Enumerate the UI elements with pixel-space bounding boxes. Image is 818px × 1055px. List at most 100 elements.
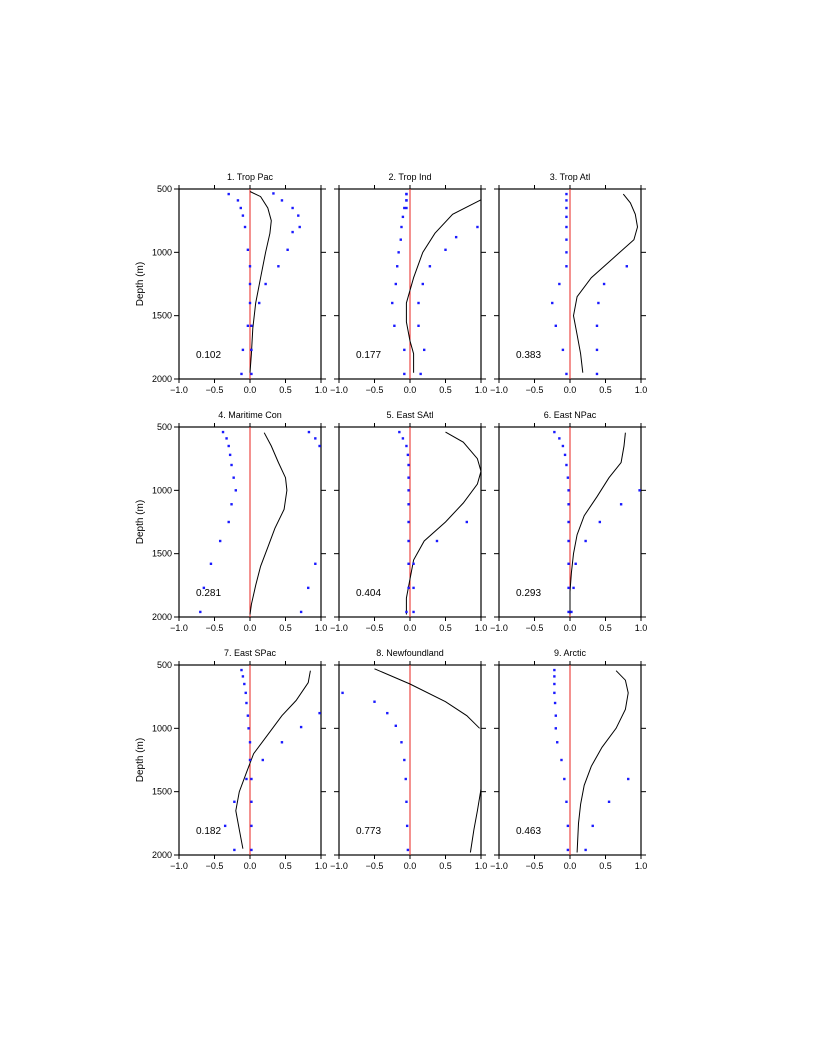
panel-title: 2. Trop Ind: [388, 172, 431, 182]
dot-left: [553, 691, 556, 695]
dot-right: [423, 348, 426, 352]
x-tick-label: 0.5: [439, 861, 452, 871]
dot-right: [591, 824, 594, 828]
dot-right: [264, 282, 267, 286]
dot-right: [412, 610, 415, 614]
dot-left: [227, 192, 230, 196]
x-tick-label: −1.0: [490, 385, 508, 395]
correlation-value: 0.773: [356, 826, 381, 837]
dot-right: [595, 372, 599, 376]
dot-right: [250, 372, 253, 376]
dot-left: [405, 610, 408, 614]
y-tick-label: 500: [157, 422, 172, 432]
x-tick-label: 1.0: [315, 623, 328, 633]
profile-line: [469, 789, 482, 853]
x-tick-label: −0.5: [526, 623, 544, 633]
x-tick-label: 0.0: [564, 385, 577, 395]
x-tick-label: −1.0: [330, 861, 348, 871]
profile-line: [249, 432, 288, 615]
profile-line: [572, 193, 639, 373]
dot-right: [307, 586, 310, 590]
x-tick-label: 1.0: [315, 861, 328, 871]
dot-left: [561, 348, 565, 352]
x-tick-label: 1.0: [635, 385, 648, 395]
x-tick-label: 0.5: [439, 623, 452, 633]
dot-left: [407, 463, 410, 467]
dot-right: [299, 725, 303, 729]
dot-right: [405, 192, 408, 196]
dot-right: [444, 248, 447, 251]
x-tick-label: 0.5: [279, 623, 292, 633]
dot-left: [403, 758, 406, 762]
x-tick-label: 0.5: [279, 861, 292, 871]
dot-right: [412, 586, 415, 590]
dot-right: [250, 800, 253, 803]
dot-left: [243, 225, 247, 229]
x-tick-label: −0.5: [526, 385, 544, 395]
dot-left: [407, 520, 410, 524]
x-tick-label: 0.0: [244, 861, 257, 871]
dot-left: [565, 215, 568, 219]
dot-left: [565, 199, 568, 202]
dot-right: [250, 848, 253, 852]
dot-left: [563, 453, 567, 457]
dot-right: [584, 848, 587, 852]
dot-left: [566, 824, 570, 828]
dot-left: [233, 848, 236, 852]
x-tick-label: −1.0: [490, 623, 508, 633]
dot-right: [627, 777, 630, 781]
dot-left: [246, 324, 250, 327]
y-tick-label: 1000: [152, 723, 172, 733]
dot-left: [248, 301, 252, 305]
dot-left: [199, 610, 202, 614]
dot-right: [291, 230, 294, 234]
dot-left: [553, 682, 556, 686]
x-tick-label: −1.0: [170, 623, 188, 633]
dot-left: [239, 206, 242, 210]
x-tick-label: −0.5: [366, 861, 384, 871]
dot-right: [625, 265, 628, 268]
dot-left: [553, 675, 556, 678]
panel-title: 3. Trop Atl: [550, 172, 591, 182]
x-tick-label: −0.5: [526, 861, 544, 871]
dot-right: [314, 562, 317, 565]
dot-left: [247, 727, 250, 730]
dot-left: [565, 265, 568, 268]
dot-left: [401, 437, 405, 440]
dot-left: [407, 539, 410, 543]
correlation-value: 0.281: [196, 588, 221, 599]
profile-line: [576, 670, 629, 853]
dot-left: [553, 668, 556, 672]
dot-left: [403, 348, 406, 352]
dot-left: [566, 848, 570, 852]
dot-right: [465, 520, 468, 524]
x-tick-label: 0.5: [439, 385, 452, 395]
x-tick-label: 0.5: [599, 623, 612, 633]
dot-right: [280, 741, 284, 744]
x-tick-label: 1.0: [635, 623, 648, 633]
x-tick-label: 0.0: [404, 385, 417, 395]
dot-left: [243, 682, 246, 686]
x-tick-label: −0.5: [366, 385, 384, 395]
x-tick-label: 0.0: [244, 385, 257, 395]
dot-right: [412, 562, 415, 565]
dot-right: [421, 282, 424, 286]
dot-right: [454, 235, 458, 239]
dot-left: [558, 282, 561, 286]
dot-left: [209, 562, 213, 565]
dot-right: [291, 206, 294, 210]
dot-left: [393, 324, 396, 327]
dot-right: [286, 248, 289, 251]
dot-right: [277, 265, 280, 268]
dot-left: [396, 265, 399, 268]
dot-left: [227, 444, 230, 448]
dot-right: [572, 586, 575, 590]
dot-right: [250, 324, 253, 327]
x-tick-label: 0.0: [564, 623, 577, 633]
correlation-value: 0.463: [516, 826, 541, 837]
dot-right: [297, 214, 300, 217]
x-tick-label: 0.5: [599, 385, 612, 395]
y-tick-label: 1000: [152, 247, 172, 257]
dot-right: [602, 282, 606, 286]
x-tick-label: 1.0: [635, 861, 648, 871]
